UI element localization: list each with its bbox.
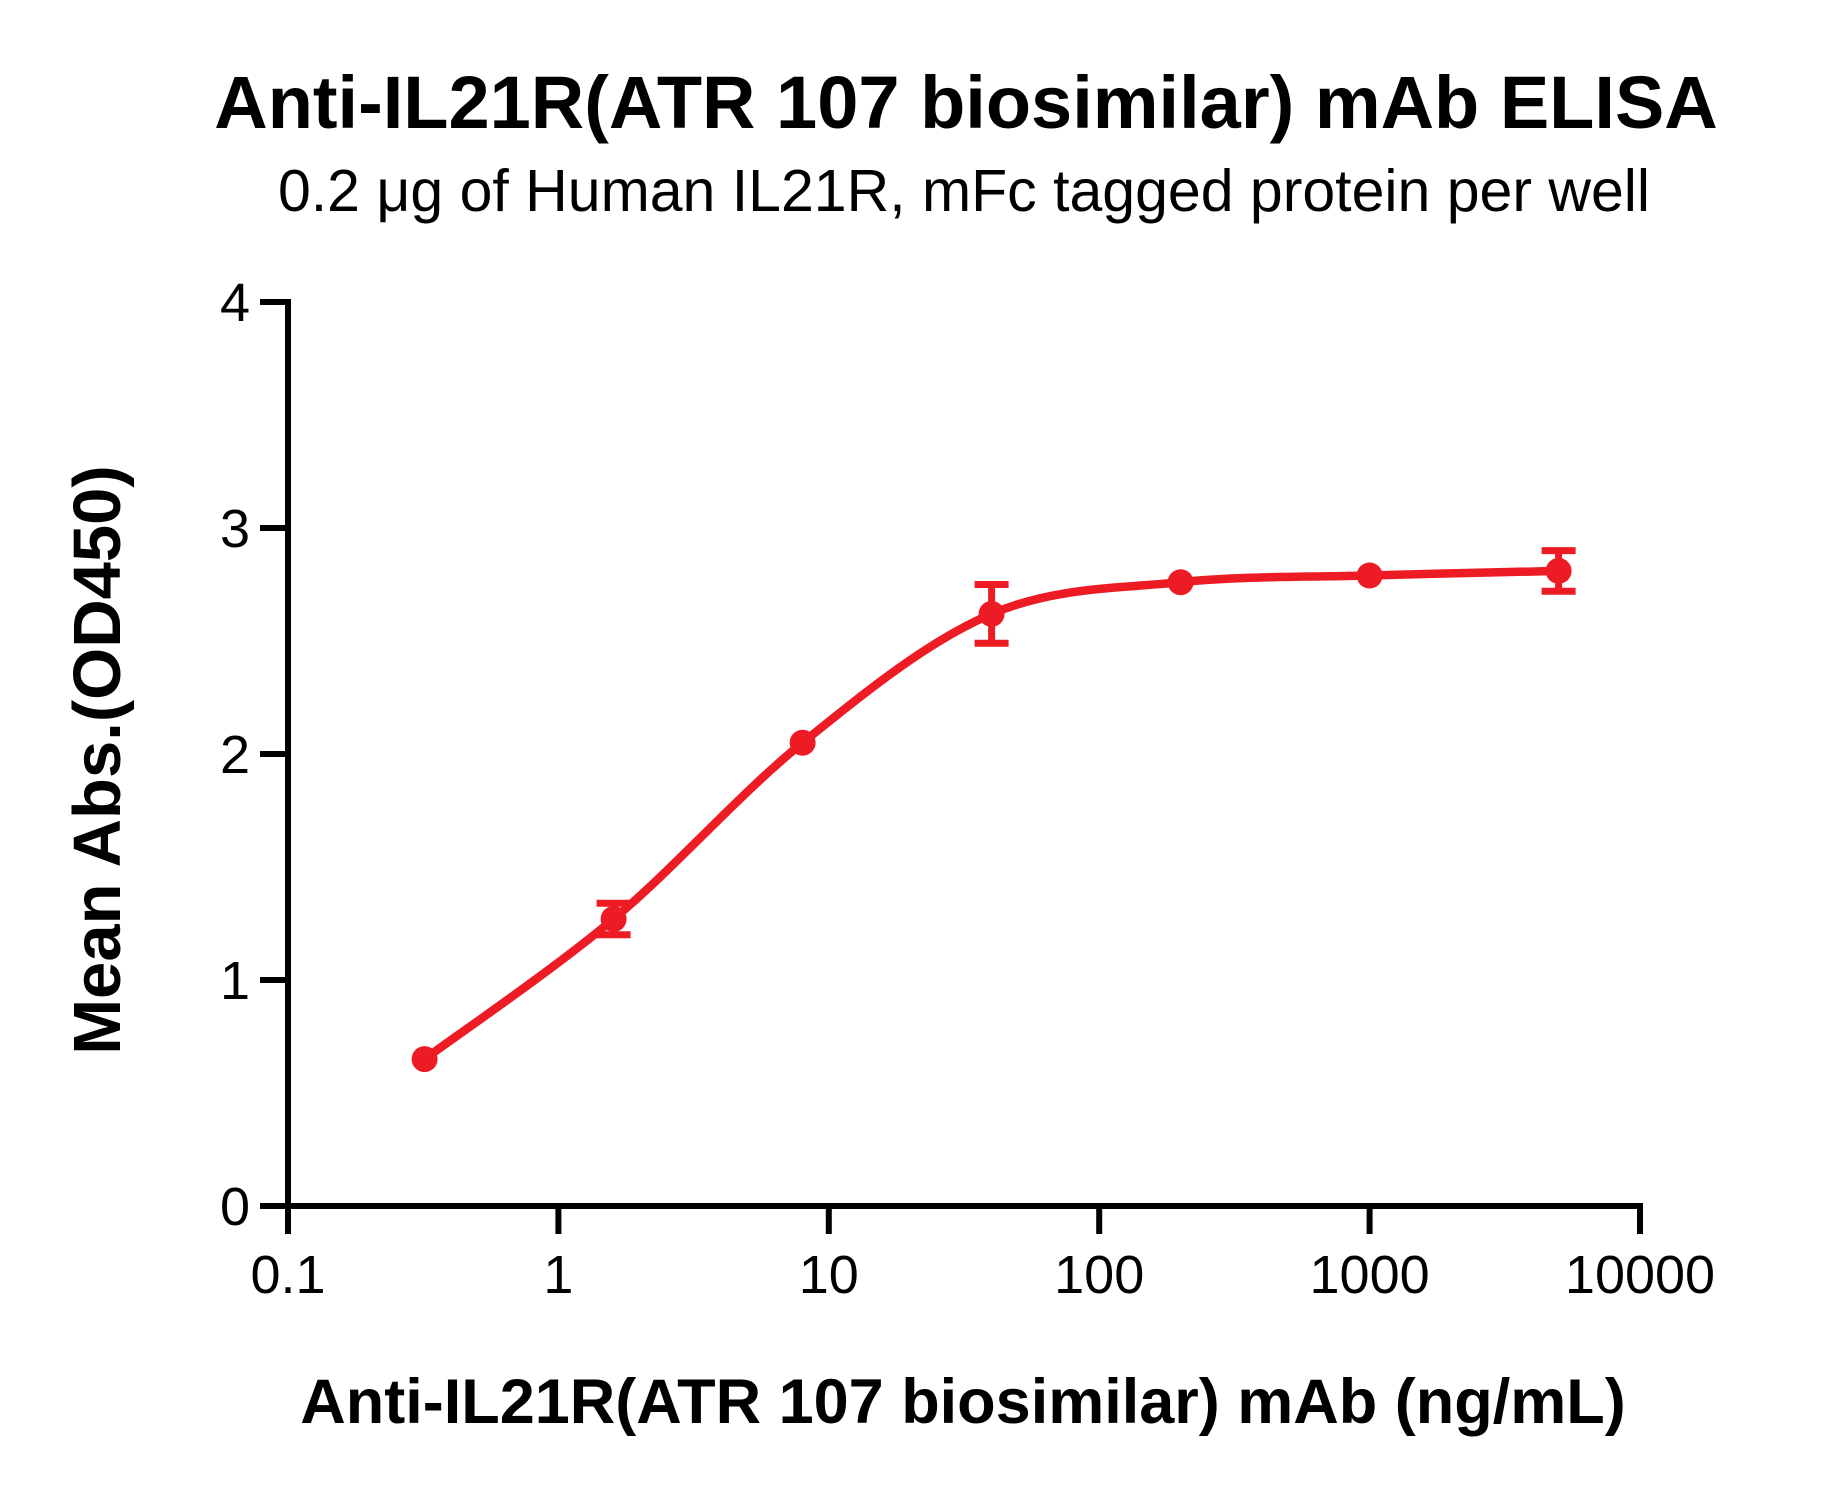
data-point [411,1046,438,1073]
data-series [411,547,1576,1073]
data-point [600,906,627,932]
y-axis-title: Mean Abs.(OD450) [60,465,135,1055]
x-tick-label: 100 [1054,1245,1144,1305]
x-tick-label: 10 [799,1245,859,1305]
y-tick-label: 3 [220,499,250,559]
x-tick-label: 1 [543,1245,573,1305]
y-tick-label: 4 [220,273,250,333]
data-point [1356,562,1383,589]
x-tick-label: 10000 [1565,1245,1715,1305]
y-tick-label: 1 [220,951,250,1011]
y-tick-label: 2 [220,725,250,785]
x-axis-title: Anti-IL21R(ATR 107 biosimilar) mAb (ng/m… [300,1367,1625,1437]
chart-title: Anti-IL21R(ATR 107 biosimilar) mAb ELISA [214,61,1718,144]
data-point [789,729,816,756]
data-point [978,600,1005,627]
y-tick-label: 0 [220,1177,250,1237]
data-point [1167,569,1194,596]
x-tick-label: 1000 [1310,1245,1430,1305]
data-point [1545,557,1572,584]
chart-subtitle: 0.2 μg of Human IL21R, mFc tagged protei… [278,158,1650,224]
axes: 0 1 2 3 4 0.1 1 10 100 1000 10000 [220,273,1715,1305]
x-tick-label: 0.1 [250,1245,325,1305]
